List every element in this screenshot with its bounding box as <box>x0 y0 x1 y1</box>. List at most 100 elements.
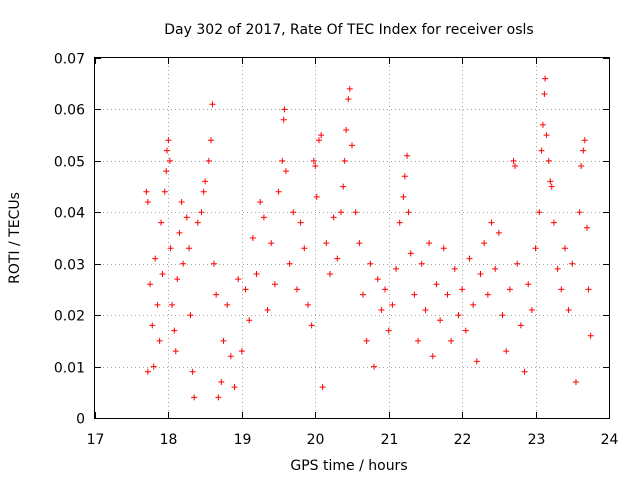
x-axis-ticks: 17 18 19 20 21 22 23 24 <box>87 58 618 448</box>
data-point-marker <box>149 322 156 329</box>
data-point-marker <box>378 307 385 313</box>
x-tick-label: 22 <box>454 432 472 448</box>
data-point-marker <box>286 260 293 267</box>
data-point-marker <box>578 163 585 169</box>
data-point-marker <box>150 363 157 370</box>
data-point-marker <box>547 178 554 185</box>
data-point-marker <box>506 286 513 293</box>
data-point-marker <box>405 209 412 216</box>
data-point-marker <box>440 245 447 252</box>
y-tick-label: 0.02 <box>54 309 85 325</box>
data-point-marker <box>202 178 209 185</box>
data-point-marker <box>326 271 333 277</box>
y-tick-label: 0.06 <box>54 103 85 119</box>
data-point-marker <box>152 255 159 262</box>
data-point-marker <box>448 337 455 344</box>
data-point-marker <box>310 157 317 164</box>
data-point-marker <box>543 132 550 139</box>
data-point-marker <box>189 368 196 375</box>
data-point-marker <box>161 188 168 195</box>
data-point-marker <box>147 281 154 288</box>
data-point-marker <box>576 209 583 216</box>
x-tick-label: 21 <box>381 432 399 448</box>
data-point-marker <box>144 199 151 205</box>
data-point-marker <box>495 229 502 236</box>
data-point-marker <box>282 168 289 175</box>
data-point-marker <box>176 229 183 236</box>
data-point-marker <box>422 307 429 313</box>
data-point-marker <box>455 312 462 319</box>
data-point-marker <box>484 291 491 298</box>
data-point-marker <box>545 157 552 164</box>
data-point-marker <box>521 368 528 375</box>
data-point-marker <box>308 322 315 329</box>
y-tick-label: 0 <box>76 412 85 428</box>
data-point-marker <box>271 281 278 288</box>
data-point-marker <box>191 394 198 401</box>
data-point-marker <box>319 384 326 391</box>
data-point-marker <box>158 219 165 226</box>
data-point-marker <box>304 301 311 308</box>
data-point-marker <box>470 301 477 308</box>
data-point-marker <box>180 260 187 267</box>
data-point-marker <box>499 312 506 319</box>
data-point-marker <box>503 348 510 355</box>
data-point-marker <box>154 301 161 308</box>
data-point-marker <box>363 337 370 344</box>
plot-frame <box>94 57 610 419</box>
data-point-marker <box>400 193 407 200</box>
data-point-marker <box>429 353 436 360</box>
data-point-marker <box>426 240 433 247</box>
data-point-marker <box>163 147 170 154</box>
data-point-marker <box>337 209 344 216</box>
data-point-marker <box>280 116 287 123</box>
data-point-marker <box>396 219 403 226</box>
data-point-marker <box>144 368 151 375</box>
data-point-marker <box>290 209 297 216</box>
data-point-marker <box>393 265 400 272</box>
data-point-marker <box>580 147 587 154</box>
data-point-marker <box>371 363 378 370</box>
data-point-marker <box>200 188 207 195</box>
data-point-marker <box>473 358 480 365</box>
grid-lines <box>95 58 609 418</box>
data-point-marker <box>215 394 222 401</box>
y-tick-label: 0.04 <box>54 206 85 222</box>
data-point-marker <box>227 353 234 360</box>
data-point-marker <box>163 168 170 175</box>
data-point-marker <box>208 137 215 144</box>
data-point-marker <box>323 240 330 247</box>
data-point-marker <box>538 147 545 154</box>
data-point-marker <box>198 209 205 216</box>
data-point-marker <box>165 137 172 144</box>
data-point-marker <box>451 265 458 272</box>
data-point-marker <box>437 317 444 324</box>
x-tick-label: 20 <box>307 432 325 448</box>
data-point-marker <box>346 85 353 92</box>
data-point-marker <box>345 96 352 103</box>
data-point-marker <box>343 127 350 133</box>
data-point-marker <box>415 337 422 344</box>
data-point-marker <box>172 348 179 355</box>
data-point-marker <box>171 327 178 334</box>
y-tick-label: 0.07 <box>54 52 85 68</box>
data-point-marker <box>166 157 173 164</box>
data-point-marker <box>382 286 389 293</box>
x-tick-label: 19 <box>234 432 252 448</box>
data-point-marker <box>514 260 521 267</box>
data-point-marker <box>528 307 535 313</box>
data-point-marker <box>264 307 271 313</box>
data-point-marker <box>341 157 348 164</box>
data-point-marker <box>539 121 546 128</box>
data-point-marker <box>374 276 381 283</box>
data-points <box>143 75 594 401</box>
data-point-marker <box>360 291 367 298</box>
data-point-marker <box>279 157 286 164</box>
data-point-marker <box>143 188 150 195</box>
data-point-marker <box>187 312 194 319</box>
data-point-marker <box>293 286 300 293</box>
data-point-marker <box>249 235 256 241</box>
data-point-marker <box>235 276 242 283</box>
data-point-marker <box>281 106 288 113</box>
